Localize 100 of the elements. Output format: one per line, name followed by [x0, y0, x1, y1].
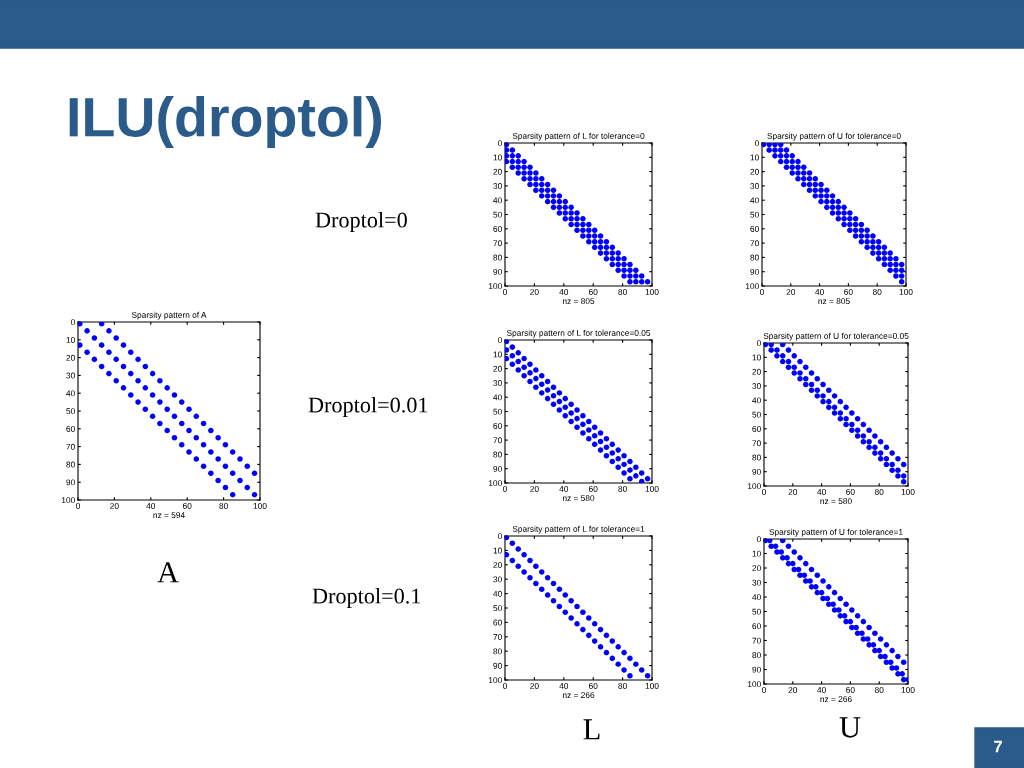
point: [597, 447, 604, 453]
point: [91, 356, 98, 363]
point: [843, 601, 849, 608]
point: [580, 609, 586, 616]
point: [609, 244, 616, 251]
point: [779, 358, 786, 365]
y-tick-label: 20: [750, 168, 759, 175]
x-tick-label: 100: [253, 503, 267, 509]
point: [591, 233, 598, 239]
x-tick-label: 80: [874, 687, 884, 693]
point: [538, 390, 545, 396]
point: [864, 227, 870, 234]
point: [791, 364, 798, 371]
y-tick-label: 0: [754, 140, 759, 147]
point: [899, 671, 906, 677]
point: [837, 398, 844, 405]
point: [603, 444, 610, 451]
point: [591, 227, 598, 234]
y-tick-label: 30: [493, 576, 502, 583]
point: [556, 390, 563, 396]
point: [870, 250, 876, 256]
y-tick-label: 60: [66, 426, 75, 432]
y-tick-label: 50: [752, 411, 761, 418]
point: [171, 434, 178, 441]
point: [515, 546, 522, 552]
point: [574, 227, 580, 234]
point: [774, 347, 780, 353]
point: [215, 434, 221, 441]
point: [824, 198, 830, 205]
y-tick-label: 50: [493, 408, 502, 415]
point: [533, 187, 539, 193]
point: [812, 181, 819, 188]
point: [580, 227, 586, 234]
point: [843, 404, 849, 411]
x-tick-label: 60: [588, 486, 598, 492]
y-tick-label: 90: [752, 468, 761, 475]
point: [574, 621, 580, 627]
point: [777, 147, 784, 153]
point: [791, 549, 798, 555]
point: [831, 393, 838, 399]
point: [574, 407, 580, 413]
x-tick-label: 0: [762, 687, 766, 693]
point: [814, 375, 821, 382]
point: [521, 175, 527, 182]
point: [889, 467, 895, 474]
y-tick-label: 0: [70, 319, 75, 326]
point: [538, 181, 545, 188]
point: [795, 566, 802, 573]
y-tick-label: 20: [66, 354, 75, 361]
point: [808, 370, 815, 376]
point: [157, 399, 163, 405]
point: [251, 491, 258, 498]
chart-title: Sparsity pattern of U for tolerance=1: [769, 528, 903, 537]
point: [898, 273, 905, 279]
point: [638, 478, 645, 483]
point: [84, 328, 90, 334]
point: [843, 421, 849, 428]
point: [898, 267, 905, 274]
point: [889, 461, 895, 468]
point: [785, 543, 792, 550]
point: [806, 170, 813, 176]
point: [586, 221, 592, 228]
point: [533, 580, 539, 587]
point: [847, 216, 853, 222]
y-tick-label: 50: [493, 211, 502, 218]
point: [556, 407, 563, 413]
point: [883, 642, 890, 648]
y-tick-label: 60: [493, 226, 502, 232]
text: L: [583, 719, 600, 740]
point: [615, 447, 621, 453]
chart-title: Sparsity pattern of L for tolerance=1: [512, 525, 645, 534]
point: [797, 572, 803, 579]
point: [580, 221, 586, 228]
point: [797, 375, 803, 382]
point: [797, 555, 803, 561]
point: [521, 158, 527, 165]
y-tick-label: 10: [493, 547, 502, 554]
y-tick-label: 20: [493, 168, 502, 175]
point: [615, 644, 621, 650]
x-tick-label: 60: [846, 687, 855, 693]
point: [824, 193, 830, 199]
y-tick-label: 60: [750, 226, 759, 232]
point: [777, 153, 784, 159]
point: [881, 250, 888, 256]
point: [591, 424, 598, 431]
point: [864, 238, 870, 245]
point: [98, 342, 105, 348]
y-tick-label: 100: [61, 497, 75, 504]
x-tick-label: 40: [815, 289, 824, 295]
point: [603, 632, 610, 639]
point: [801, 572, 808, 579]
point: [854, 433, 861, 439]
point: [178, 442, 185, 448]
point: [128, 370, 134, 377]
y-tick-label: 10: [752, 550, 761, 557]
point: [229, 470, 236, 477]
point: [800, 164, 807, 171]
point: [849, 427, 855, 434]
point: [222, 484, 229, 491]
y-tick-label: 30: [493, 380, 502, 386]
